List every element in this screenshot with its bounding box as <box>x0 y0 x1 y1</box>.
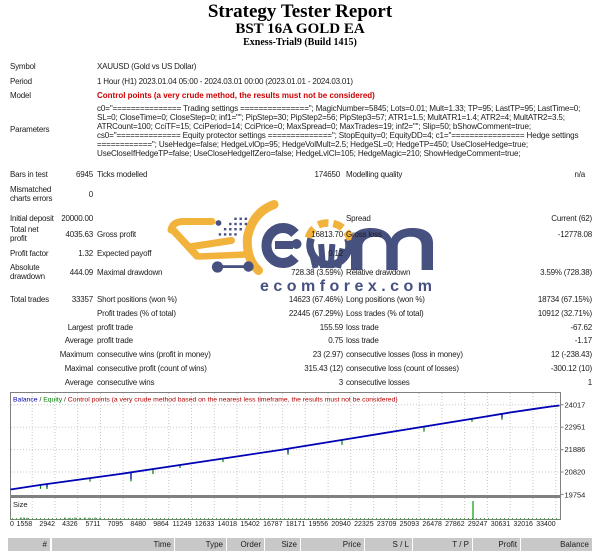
svg-text:11249: 11249 <box>173 521 192 528</box>
svg-text:12633: 12633 <box>195 521 215 528</box>
svg-text:33400: 33400 <box>536 521 556 528</box>
svg-text:20940: 20940 <box>331 521 351 528</box>
svg-text:7095: 7095 <box>108 521 124 528</box>
svg-text:26478: 26478 <box>422 521 442 528</box>
svg-text:19556: 19556 <box>309 521 329 528</box>
svg-text:27862: 27862 <box>445 521 465 528</box>
svg-text:Size: Size <box>13 500 28 509</box>
svg-text:21886: 21886 <box>565 445 586 454</box>
svg-text:16787: 16787 <box>263 521 283 528</box>
svg-text:5711: 5711 <box>85 521 100 528</box>
svg-text:29247: 29247 <box>468 521 488 528</box>
svg-text:18171: 18171 <box>286 521 306 528</box>
svg-text:2942: 2942 <box>39 521 55 528</box>
svg-text:15402: 15402 <box>240 521 260 528</box>
svg-text:22325: 22325 <box>354 521 374 528</box>
svg-text:30631: 30631 <box>491 521 511 528</box>
svg-text:Balance / Equity / Control poi: Balance / Equity / Control points (a ver… <box>13 397 398 404</box>
svg-text:32016: 32016 <box>513 521 533 528</box>
svg-text:23709: 23709 <box>377 521 397 528</box>
svg-text:20820: 20820 <box>565 468 586 477</box>
svg-text:4326: 4326 <box>62 521 78 528</box>
svg-text:9864: 9864 <box>153 521 169 528</box>
svg-text:8480: 8480 <box>130 521 146 528</box>
svg-text:1558: 1558 <box>17 521 33 528</box>
svg-text:19754: 19754 <box>565 491 586 500</box>
svg-text:24017: 24017 <box>565 400 586 409</box>
svg-text:ecomforex.com: ecomforex.com <box>260 278 432 295</box>
svg-text:0: 0 <box>10 521 14 528</box>
svg-text:14018: 14018 <box>218 521 238 528</box>
svg-text:25093: 25093 <box>400 521 420 528</box>
svg-text:22951: 22951 <box>565 423 586 432</box>
